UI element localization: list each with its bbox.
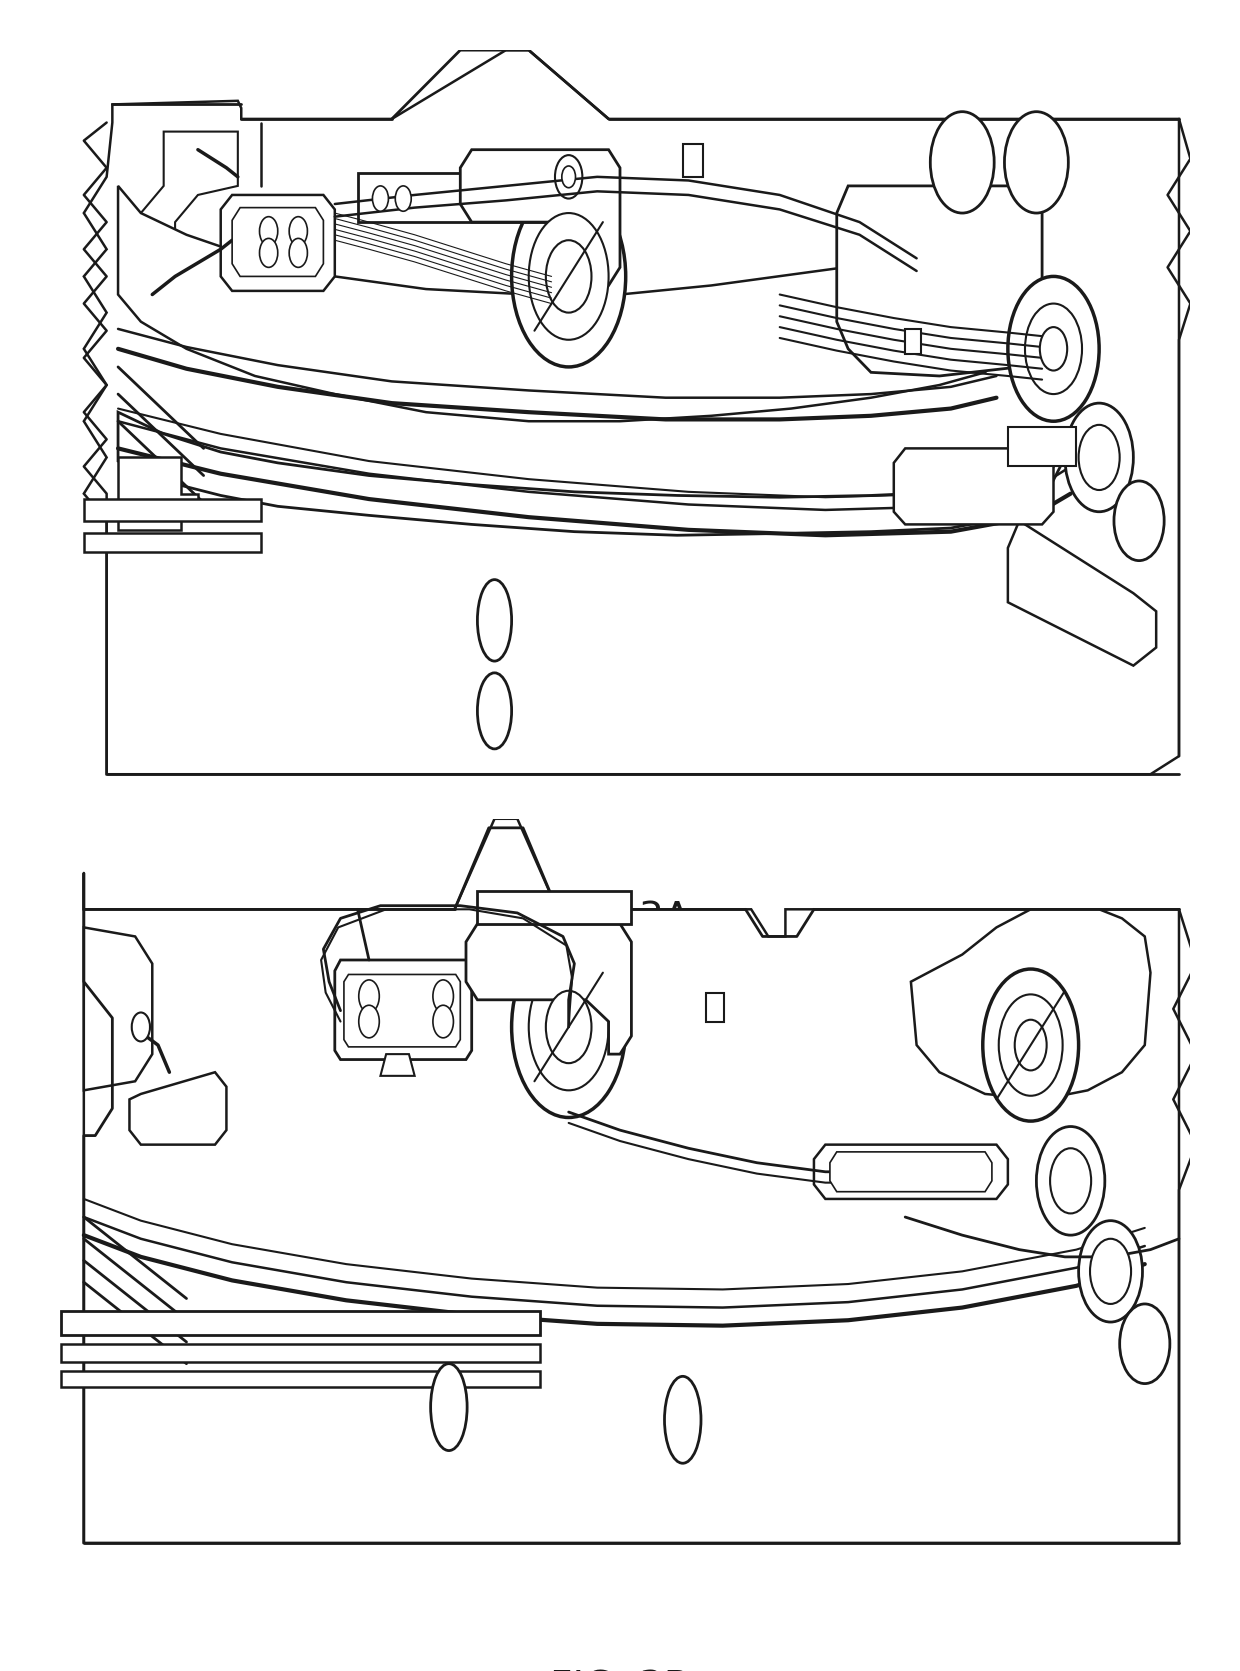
Bar xyxy=(706,993,724,1021)
Circle shape xyxy=(930,112,994,214)
Polygon shape xyxy=(84,500,260,521)
Circle shape xyxy=(433,979,454,1013)
Polygon shape xyxy=(61,1343,541,1362)
Circle shape xyxy=(1008,276,1099,421)
Circle shape xyxy=(546,991,591,1063)
Circle shape xyxy=(131,1013,150,1041)
Polygon shape xyxy=(61,1312,541,1335)
Circle shape xyxy=(528,214,609,339)
Circle shape xyxy=(1014,1019,1047,1071)
Text: (Prior Art): (Prior Art) xyxy=(525,991,715,1029)
Circle shape xyxy=(1079,1220,1142,1322)
Polygon shape xyxy=(466,924,631,1054)
Ellipse shape xyxy=(477,673,512,749)
Ellipse shape xyxy=(477,580,512,662)
Polygon shape xyxy=(894,448,1054,525)
Circle shape xyxy=(1120,1303,1169,1384)
Circle shape xyxy=(512,936,626,1118)
Polygon shape xyxy=(460,150,620,286)
Bar xyxy=(1008,426,1076,466)
Circle shape xyxy=(1079,424,1120,490)
Polygon shape xyxy=(813,1145,1008,1198)
Circle shape xyxy=(433,1006,454,1038)
Polygon shape xyxy=(84,819,1179,1542)
Circle shape xyxy=(358,979,379,1013)
Polygon shape xyxy=(84,50,1179,774)
Circle shape xyxy=(358,1006,379,1038)
Polygon shape xyxy=(61,1370,541,1387)
Polygon shape xyxy=(335,959,471,1059)
Circle shape xyxy=(1065,403,1133,511)
Polygon shape xyxy=(221,196,335,291)
Polygon shape xyxy=(129,1073,227,1145)
Circle shape xyxy=(396,185,412,211)
Polygon shape xyxy=(477,891,631,924)
Polygon shape xyxy=(830,1151,992,1191)
Polygon shape xyxy=(118,185,1019,421)
Circle shape xyxy=(562,165,575,187)
Circle shape xyxy=(372,185,388,211)
Circle shape xyxy=(259,217,278,246)
Polygon shape xyxy=(381,1054,414,1076)
Ellipse shape xyxy=(430,1364,467,1450)
Circle shape xyxy=(289,217,308,246)
Polygon shape xyxy=(141,132,238,349)
Circle shape xyxy=(512,185,626,368)
Polygon shape xyxy=(357,174,609,222)
Polygon shape xyxy=(911,909,1151,1100)
Circle shape xyxy=(289,239,308,267)
Polygon shape xyxy=(837,185,1042,376)
Polygon shape xyxy=(84,533,260,551)
Circle shape xyxy=(546,241,591,312)
Circle shape xyxy=(259,239,278,267)
Circle shape xyxy=(983,969,1079,1121)
Circle shape xyxy=(1050,1148,1091,1213)
Circle shape xyxy=(556,155,583,199)
Bar xyxy=(905,329,921,354)
Circle shape xyxy=(1025,304,1083,394)
Polygon shape xyxy=(343,974,460,1046)
Ellipse shape xyxy=(665,1377,701,1464)
Circle shape xyxy=(998,994,1063,1096)
Polygon shape xyxy=(118,458,198,530)
Polygon shape xyxy=(118,413,1065,535)
Circle shape xyxy=(1004,112,1069,214)
Polygon shape xyxy=(232,207,324,276)
Circle shape xyxy=(1040,328,1068,371)
Circle shape xyxy=(1090,1238,1131,1303)
Bar xyxy=(683,144,703,177)
Circle shape xyxy=(528,964,609,1089)
Polygon shape xyxy=(84,927,153,1089)
Text: FIG. 3A: FIG. 3A xyxy=(549,901,691,939)
Circle shape xyxy=(1114,481,1164,561)
Polygon shape xyxy=(1008,521,1156,665)
Circle shape xyxy=(1037,1126,1105,1235)
